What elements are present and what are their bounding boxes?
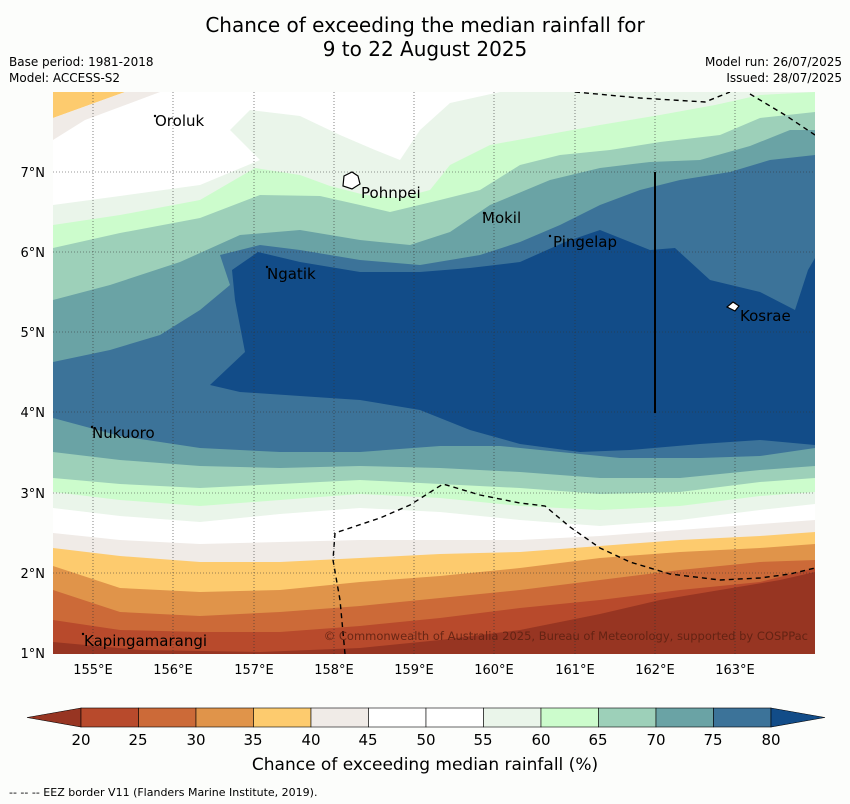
band-40-45-north <box>53 92 160 140</box>
lon-tick: 156°E <box>153 663 193 678</box>
title-line-1: Chance of exceeding the median rainfall … <box>205 13 645 37</box>
band-below-20 <box>53 572 815 654</box>
colorbar-swatch <box>655 707 714 728</box>
lon-tick: 158°E <box>314 663 354 678</box>
colorbar-tick: 25 <box>128 731 147 749</box>
lon-tick: 159°E <box>394 663 434 678</box>
nukuoro-marker <box>90 425 94 429</box>
kosrae-island <box>725 301 740 312</box>
colorbar-tick: 50 <box>416 731 435 749</box>
place-label-pingelap: Pingelap <box>553 233 617 251</box>
contour-field <box>53 92 815 654</box>
place-label-ngatik: Ngatik <box>267 265 316 283</box>
title-line-2: 9 to 22 August 2025 <box>322 37 528 61</box>
colorbar-swatch <box>80 707 139 728</box>
colorbar-tick: 65 <box>588 731 607 749</box>
lon-tick: 163°E <box>715 663 755 678</box>
colorbar-swatch <box>713 707 772 728</box>
colorbar-swatch <box>540 707 599 728</box>
eez-footnote: -- -- -- EEZ border V11 (Flanders Marine… <box>9 786 318 799</box>
colorbar-swatch <box>425 707 484 728</box>
lon-tick: 160°E <box>474 663 514 678</box>
place-label-mokil: Mokil <box>482 209 521 227</box>
colorbar-extend-low <box>26 707 82 728</box>
colorbar-swatch <box>483 707 542 728</box>
colorbar <box>26 707 826 728</box>
lat-tick: 6°N <box>21 246 46 261</box>
pingelap-marker <box>548 234 552 238</box>
map-title: Chance of exceeding the median rainfall … <box>0 13 850 61</box>
band-80-plus <box>210 230 815 452</box>
kapingamarangi-marker <box>81 632 85 636</box>
colorbar-tick: 40 <box>301 731 320 749</box>
colorbar-tick: 45 <box>358 731 377 749</box>
place-label-nukuoro: Nukuoro <box>92 424 155 442</box>
copyright-notice: © Commonwealth of Australia 2025, Bureau… <box>324 629 808 643</box>
colorbar-tick: 80 <box>761 731 780 749</box>
lat-tick: 4°N <box>21 406 46 421</box>
colorbar-tick: 75 <box>703 731 722 749</box>
colorbar-swatch <box>368 707 427 728</box>
oroluk-marker <box>153 114 157 118</box>
lat-tick: 7°N <box>21 166 46 181</box>
colorbar-swatch <box>195 707 254 728</box>
ngatik-marker <box>265 265 269 269</box>
eez-border-south <box>332 483 815 654</box>
place-label-oroluk: Oroluk <box>155 112 204 130</box>
colorbar-swatch <box>598 707 657 728</box>
place-label-kapingamarangi: Kapingamarangi <box>84 632 207 650</box>
mokil-marker <box>482 211 486 215</box>
lat-tick: 5°N <box>21 326 46 341</box>
lat-tick: 1°N <box>21 647 46 662</box>
lon-tick: 162°E <box>635 663 675 678</box>
lon-tick: 161°E <box>555 663 595 678</box>
eez-border-north <box>574 92 815 136</box>
lat-tick: 3°N <box>21 487 46 502</box>
lon-tick: 157°E <box>234 663 274 678</box>
model-run: Model run: 26/07/2025 <box>704 55 842 69</box>
model-name: Model: ACCESS-S2 <box>9 71 121 85</box>
lat-tick: 2°N <box>21 567 46 582</box>
place-label-kosrae: Kosrae <box>740 307 791 325</box>
colorbar-label: Chance of exceeding median rainfall (%) <box>251 755 599 775</box>
colorbar-tick: 60 <box>531 731 550 749</box>
colorbar-tick: 55 <box>473 731 492 749</box>
base-period: Base period: 1981-2018 <box>9 55 154 69</box>
pohnpei-island <box>342 171 361 190</box>
colorbar-tick: 20 <box>71 731 90 749</box>
meta-right: Model run: 26/07/2025 Issued: 28/07/2025 <box>705 54 842 86</box>
colorbar-tick: 30 <box>186 731 205 749</box>
issued-date: Issued: 28/07/2025 <box>726 71 842 85</box>
colorbar-tick: 70 <box>646 731 665 749</box>
colorbar-tick: 35 <box>243 731 262 749</box>
colorbar-extend-high <box>770 707 826 728</box>
colorbar-swatch <box>253 707 312 728</box>
place-label-pohnpei: Pohnpei <box>361 184 421 202</box>
lon-tick: 155°E <box>73 663 113 678</box>
meta-left: Base period: 1981-2018 Model: ACCESS-S2 <box>9 54 154 86</box>
colorbar-swatch <box>310 707 369 728</box>
colorbar-swatch <box>138 707 197 728</box>
